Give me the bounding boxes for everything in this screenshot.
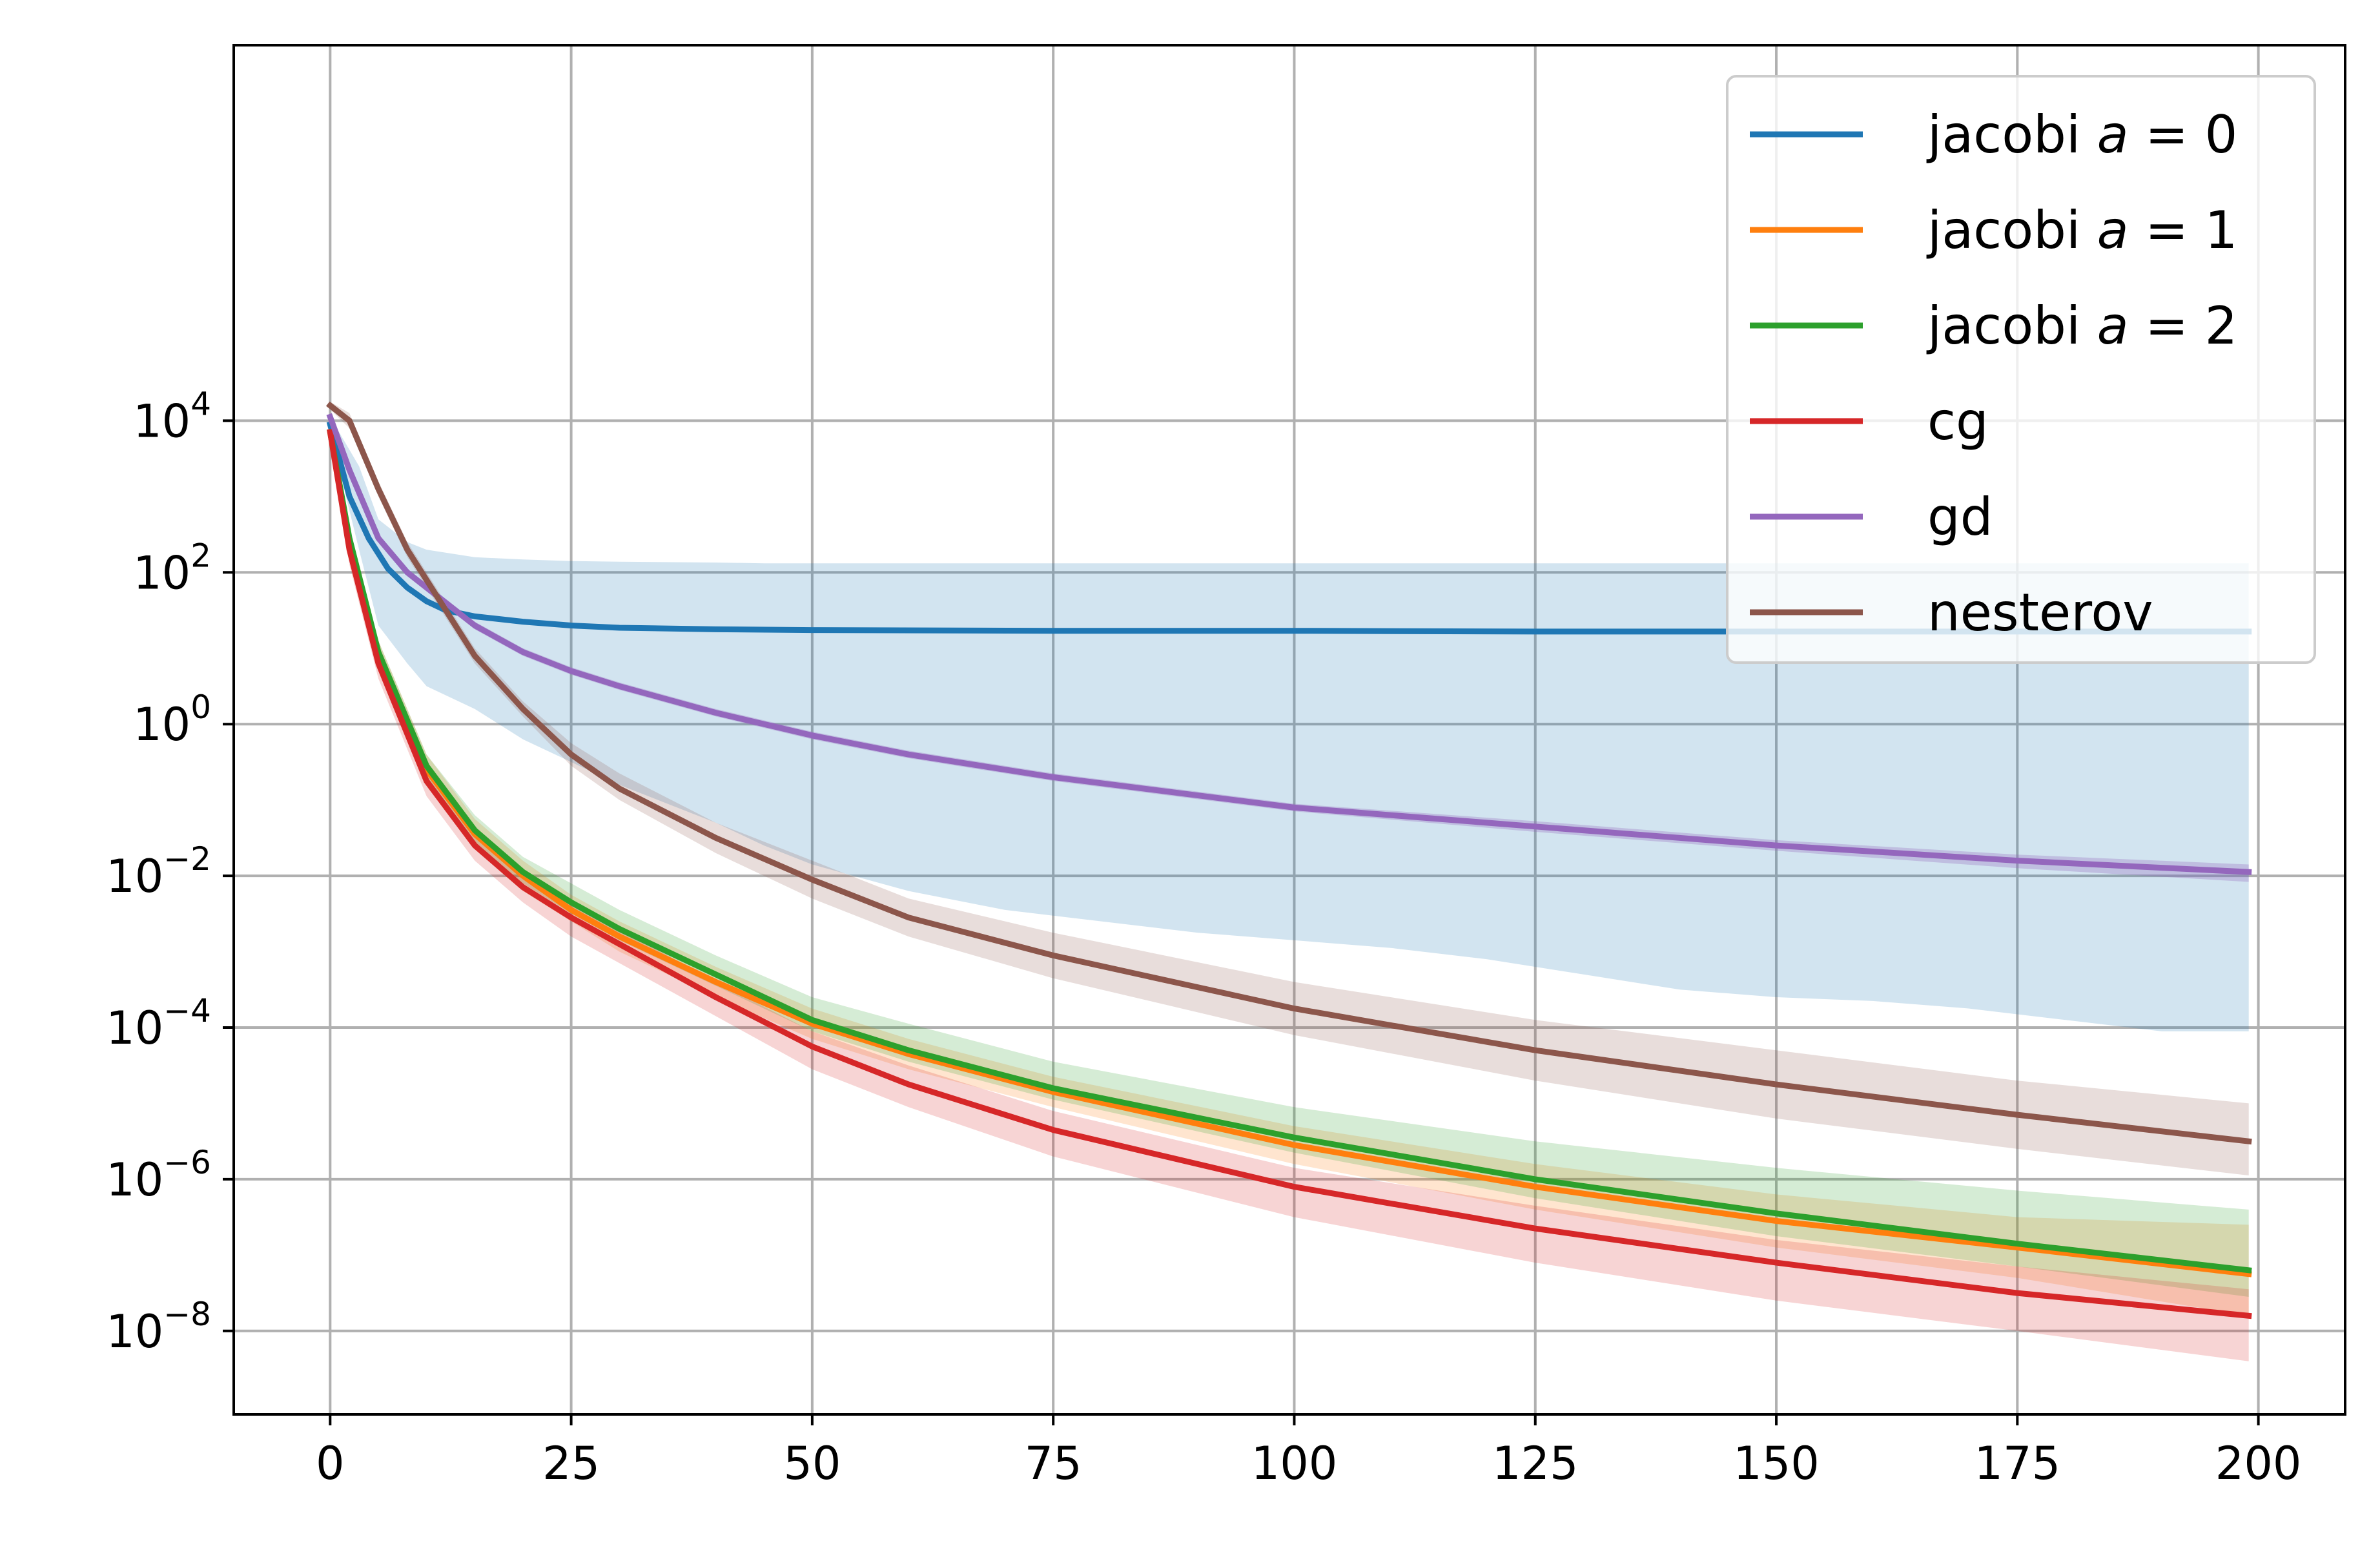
legend-box — [1726, 75, 2316, 664]
y-tick-base: 10 — [133, 698, 190, 751]
y-tick-base: 10 — [106, 850, 163, 903]
y-tick-exponent: 0 — [190, 688, 211, 726]
y-tick-exponent: 2 — [190, 537, 211, 574]
legend-label-eq: = 1 — [2129, 200, 2238, 260]
y-tick-label: 100 — [133, 688, 211, 751]
line-nesterov — [325, 401, 2252, 1145]
line-jacobi-a-2 — [327, 428, 2252, 1274]
y-tick-base: 10 — [106, 1002, 163, 1055]
y-tick-label: 104 — [133, 385, 211, 448]
x-tick-label: 75 — [1025, 1437, 1082, 1490]
legend-label-cg: cg — [1927, 391, 1989, 451]
x-tick-label: 125 — [1492, 1437, 1579, 1490]
x-tick-label: 25 — [542, 1437, 600, 1490]
legend-label-nesterov: nesterov — [1927, 583, 2153, 643]
band-cg — [330, 424, 2249, 1361]
series-lines — [325, 401, 2252, 1319]
legend-label-jacobi-a-0: jacobi a = 0 — [1926, 105, 2237, 165]
line-cg — [327, 428, 2252, 1319]
y-tick-label: 10−8 — [106, 1296, 211, 1358]
legend-label-var: a — [2097, 105, 2129, 165]
x-tick-label: 100 — [1251, 1437, 1338, 1490]
legend-label-text: jacobi — [1926, 296, 2097, 356]
line-jacobi-a-0 — [326, 420, 2252, 635]
y-tick-label: 10−6 — [106, 1144, 211, 1206]
legend-label-eq: = 0 — [2129, 105, 2238, 165]
y-tick-base: 10 — [106, 1305, 163, 1358]
x-tick-label: 175 — [1975, 1437, 2061, 1490]
x-tick-label: 150 — [1733, 1437, 1820, 1490]
y-tick-base: 10 — [133, 395, 190, 448]
line-gd — [326, 413, 2252, 875]
y-tick-exponent: −6 — [163, 1144, 211, 1181]
y-tick-exponent: −4 — [163, 992, 211, 1029]
x-tick-label: 200 — [2215, 1437, 2302, 1490]
y-tick-label: 10−4 — [106, 992, 211, 1055]
legend-label-text: gd — [1927, 487, 1993, 547]
legend-label-text: jacobi — [1926, 105, 2097, 165]
legend-label-gd: gd — [1927, 487, 1993, 547]
y-tick-label: 10−2 — [106, 840, 211, 903]
y-tick-exponent: −2 — [163, 840, 211, 878]
plot-frame — [232, 44, 2346, 1416]
legend-label-eq: = 2 — [2129, 296, 2238, 356]
legend-label-text: jacobi — [1926, 200, 2097, 260]
band-nesterov — [330, 402, 2249, 1175]
y-tick-exponent: 4 — [190, 385, 211, 422]
x-tick-label: 0 — [316, 1437, 345, 1490]
y-tick-label: 102 — [133, 537, 211, 599]
legend-label-var: a — [2097, 200, 2129, 260]
y-tick-base: 10 — [106, 1153, 163, 1206]
x-axis-ticks: 0 25 50 75 100 125 150 175 200 — [316, 1414, 2301, 1490]
legend-label-jacobi-a-2: jacobi a = 2 — [1926, 296, 2237, 356]
x-tick-label: 50 — [783, 1437, 841, 1490]
band-jacobi-a-2 — [330, 424, 2249, 1297]
y-tick-exponent: −8 — [163, 1296, 211, 1333]
y-tick-base: 10 — [133, 546, 190, 599]
legend-label-text: nesterov — [1927, 583, 2153, 643]
legend-label-jacobi-a-1: jacobi a = 1 — [1926, 200, 2237, 260]
legend-label-text: cg — [1927, 391, 1989, 451]
legend-label-var: a — [2097, 296, 2129, 356]
